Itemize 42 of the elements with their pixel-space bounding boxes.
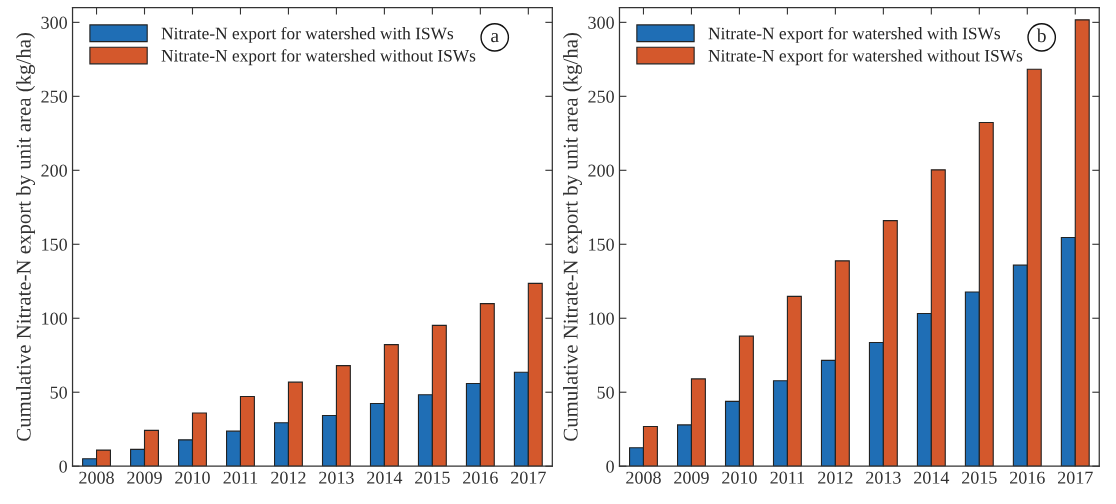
y-axis-title: Cumulative Nitrate-N export by unit area (kg/ha) bbox=[16, 33, 36, 441]
legend-label: Nitrate-N export for watershed with ISWs bbox=[708, 26, 1001, 43]
legend-label: Nitrate-N export for watershed without ISWs bbox=[161, 49, 476, 66]
x-tick-label: 2009 bbox=[674, 471, 709, 484]
y-tick-label: 100 bbox=[42, 312, 67, 325]
y-tick-label: 200 bbox=[41, 164, 67, 177]
y-axis-title: Cumulative Nitrate-N export by unit area (kg/ha) bbox=[563, 33, 582, 441]
x-tick-label: 2009 bbox=[127, 471, 162, 484]
y-tick-label: 300 bbox=[588, 16, 614, 29]
y-tick-label: 150 bbox=[589, 238, 614, 251]
y-tick-label: 300 bbox=[41, 16, 67, 29]
x-tick-label: 2008 bbox=[626, 471, 661, 484]
x-tick-label: 2017 bbox=[511, 471, 546, 484]
x-tick-label: 2012 bbox=[271, 471, 306, 484]
y-tick-label: 100 bbox=[589, 312, 614, 325]
x-tick-label: 2012 bbox=[818, 471, 853, 484]
x-tick-label: 2008 bbox=[79, 471, 114, 484]
y-tick-label: 0 bbox=[606, 460, 614, 473]
x-tick-label: 2015 bbox=[415, 471, 450, 484]
y-tick-label: 150 bbox=[42, 238, 67, 251]
x-tick-label: 2015 bbox=[962, 471, 997, 484]
legend-label: Nitrate-N export for watershed without ISWs bbox=[708, 49, 1023, 66]
x-tick-label: 2014 bbox=[367, 471, 403, 484]
x-tick-label: 2011 bbox=[770, 471, 805, 484]
x-tick-label: 2013 bbox=[319, 471, 354, 484]
x-tick-label: 2014 bbox=[914, 471, 950, 484]
y-tick-label: 0 bbox=[59, 460, 67, 473]
annotation: b bbox=[1036, 28, 1046, 43]
y-tick-label: 200 bbox=[588, 164, 614, 177]
x-tick-label: 2016 bbox=[1010, 471, 1045, 484]
y-tick-label: 50 bbox=[597, 386, 614, 399]
annotation: a bbox=[491, 32, 499, 43]
y-tick-label: 250 bbox=[588, 90, 614, 103]
x-tick-label: 2010 bbox=[175, 471, 210, 484]
y-tick-label: 250 bbox=[41, 90, 67, 103]
x-tick-label: 2013 bbox=[866, 471, 901, 484]
x-tick-label: 2010 bbox=[722, 471, 757, 484]
y-tick-label: 50 bbox=[50, 386, 67, 399]
x-tick-label: 2017 bbox=[1058, 471, 1093, 484]
legend-label: Nitrate-N export for watershed with ISWs bbox=[161, 26, 454, 43]
x-tick-label: 2016 bbox=[463, 471, 498, 484]
x-tick-label: 2011 bbox=[223, 471, 258, 484]
